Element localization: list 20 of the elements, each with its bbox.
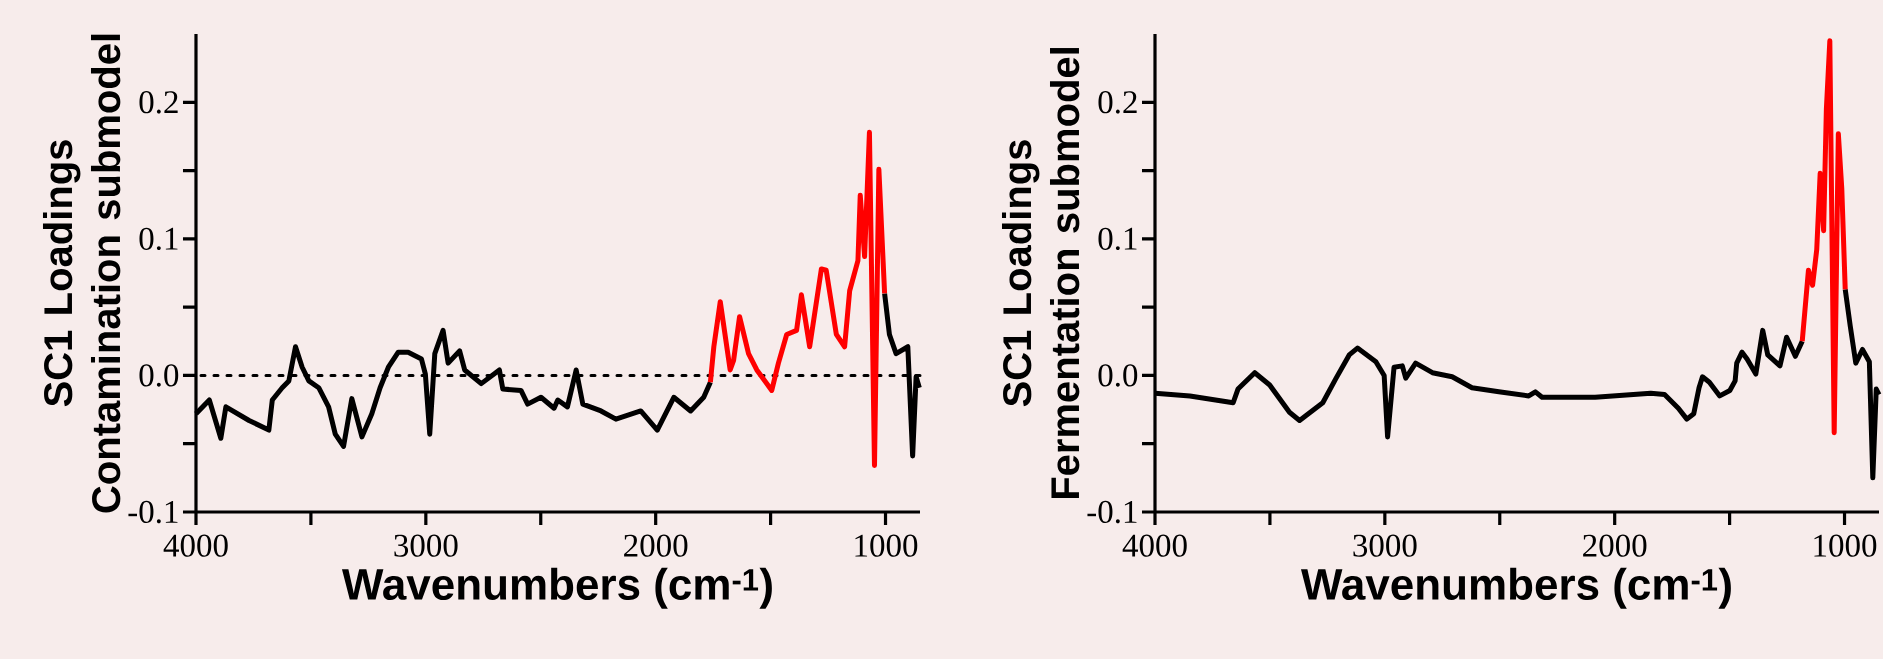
x-tick-label: 4000 <box>163 534 228 557</box>
y-tick-label: 0.0 <box>139 364 179 387</box>
y-tick-label: 0.2 <box>1098 91 1137 114</box>
y-axis-title: SC1 Loadings Fermentation submodel <box>1001 48 1080 499</box>
y-tick-label: 0.2 <box>139 91 178 114</box>
y-tick-label: -0.1 <box>128 500 178 524</box>
x-tick-label: 1000 <box>855 534 918 557</box>
x-axis-title: Wavenumbers (cm$^{-1}$) <box>1300 567 1731 609</box>
x-tick-label: 3000 <box>1353 534 1417 557</box>
x-tick-label: 3000 <box>394 534 458 557</box>
y-tick-label: 0.0 <box>1098 364 1138 387</box>
y-tick-label: 0.1 <box>1098 227 1137 251</box>
x-tick-label: 2000 <box>1583 534 1647 557</box>
y-axis-title: SC1 Loadings Contamination submodel <box>42 34 121 513</box>
x-axis-title: Wavenumbers (cm$^{-1}$) <box>341 567 772 609</box>
y-tick-label: -0.1 <box>1087 500 1137 524</box>
x-tick-label: 2000 <box>624 534 688 557</box>
y-tick-label: 0.1 <box>139 227 178 251</box>
x-tick-label: 4000 <box>1122 534 1187 557</box>
x-tick-label: 1000 <box>1814 534 1877 557</box>
